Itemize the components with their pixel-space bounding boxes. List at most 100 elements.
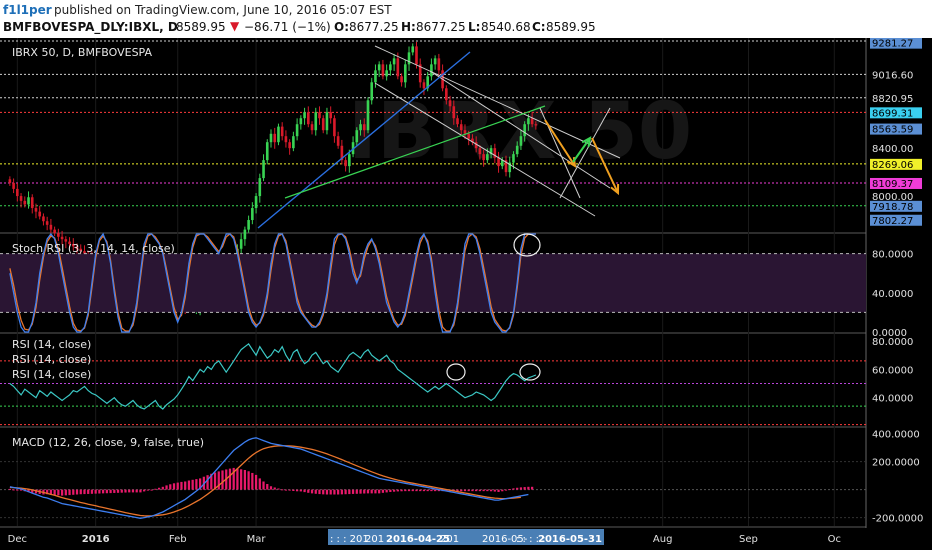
macd-axis-tick: -200.0000 bbox=[872, 514, 923, 525]
candle-body bbox=[456, 118, 459, 125]
candle-body bbox=[463, 130, 467, 134]
macd-histogram-bar bbox=[531, 486, 534, 490]
publish-info: published on TradingView.com, June 10, 2… bbox=[54, 3, 392, 17]
high-label: H: bbox=[401, 20, 416, 34]
price-tag: 7918.78 bbox=[872, 202, 913, 213]
macd-histogram-bar bbox=[273, 487, 276, 490]
macd-histogram-bar bbox=[299, 489, 302, 492]
candle-body bbox=[75, 246, 79, 249]
candle-body bbox=[79, 248, 83, 252]
macd-histogram-bar bbox=[269, 486, 273, 490]
candle-body bbox=[243, 229, 247, 240]
macd-histogram-bar bbox=[262, 481, 265, 490]
macd-histogram-bar bbox=[318, 489, 321, 495]
macd-histogram-bar bbox=[381, 489, 385, 493]
price-axis-tick: 8400.00 bbox=[872, 144, 913, 155]
candle-body bbox=[310, 124, 314, 131]
candle-body bbox=[299, 118, 303, 125]
candle-body bbox=[348, 154, 351, 167]
macd-histogram-bar bbox=[139, 489, 142, 493]
macd-histogram-bar bbox=[516, 487, 519, 490]
candle-body bbox=[280, 126, 284, 137]
candle-body bbox=[422, 82, 426, 89]
macd-histogram-bar bbox=[486, 489, 489, 492]
candle-body bbox=[83, 251, 86, 254]
rsi-axis-tick: 60.0000 bbox=[872, 365, 913, 376]
x-highlight-label: 2016-05- bbox=[482, 534, 528, 545]
candle-body bbox=[437, 58, 441, 71]
macd-histogram-bar bbox=[31, 489, 34, 493]
orange-down-arrow-2-icon bbox=[591, 137, 620, 196]
candle-body bbox=[403, 64, 407, 83]
x-axis-label: Oc bbox=[828, 534, 841, 545]
down-arrow-icon: ▼ bbox=[230, 19, 240, 33]
candle-body bbox=[430, 64, 433, 77]
macd-histogram-bar bbox=[366, 489, 370, 494]
candle-body bbox=[478, 148, 482, 155]
candle-body bbox=[500, 160, 504, 167]
candle-body bbox=[27, 197, 30, 205]
x-range-highlight bbox=[328, 529, 604, 545]
macd-histogram-bar bbox=[217, 471, 220, 490]
x-axis-label: Dec bbox=[8, 534, 27, 545]
rsi-circle-icon-1 bbox=[446, 363, 466, 381]
candle-body bbox=[381, 64, 385, 77]
macd-histogram-bar bbox=[53, 489, 56, 496]
macd-histogram-bar bbox=[221, 470, 224, 490]
candle-body bbox=[396, 58, 400, 77]
macd-histogram-bar bbox=[254, 474, 258, 490]
candle-body bbox=[45, 221, 49, 225]
x-highlight-label: : : : 201 bbox=[330, 534, 369, 545]
x-axis-label: 2016 bbox=[82, 534, 110, 545]
macd-histogram-bar bbox=[64, 489, 67, 496]
channel-lower-line bbox=[374, 82, 596, 217]
stoch-pane-title: Stoch RSI (3, 3, 14, 14, close) bbox=[12, 242, 175, 255]
rsi-pane-title: RSI (14, close) bbox=[12, 338, 91, 351]
macd-histogram-bar bbox=[16, 489, 19, 491]
macd-histogram-bar bbox=[523, 487, 526, 490]
macd-histogram-bar bbox=[489, 489, 493, 492]
macd-histogram-bar bbox=[210, 473, 213, 490]
macd-histogram-bar bbox=[109, 489, 112, 494]
macd-histogram-bar bbox=[434, 489, 437, 492]
channel-upper-line bbox=[374, 45, 621, 159]
macd-histogram-bar bbox=[187, 480, 191, 490]
price-tag-bg bbox=[870, 214, 922, 226]
candle-body bbox=[284, 136, 288, 143]
macd-histogram-bar bbox=[288, 489, 291, 491]
macd-histogram-bar bbox=[426, 489, 429, 492]
rsi-pane-title: RSI (14, close) bbox=[12, 368, 91, 381]
macd-histogram-bar bbox=[303, 489, 306, 493]
price-tag: 8699.31 bbox=[872, 108, 913, 119]
candle-body bbox=[489, 148, 493, 155]
macd-histogram-bar bbox=[419, 489, 422, 492]
candle-body bbox=[251, 208, 254, 221]
macd-histogram-bar bbox=[430, 489, 433, 492]
author-link[interactable]: f1l1per bbox=[3, 3, 52, 17]
x-highlight-date: 2016-05-31 bbox=[538, 534, 602, 545]
macd-histogram-bar bbox=[154, 488, 157, 490]
macd-histogram-bar bbox=[340, 489, 343, 495]
price-tag-bg bbox=[870, 107, 922, 119]
macd-histogram-bar bbox=[422, 489, 426, 492]
candle-body bbox=[497, 157, 500, 167]
chart-canvas[interactable]: IBRX 50 9295.139016.608820.958400.008000… bbox=[0, 38, 932, 550]
macd-histogram-bar bbox=[116, 489, 120, 493]
macd-histogram-bar bbox=[266, 484, 269, 490]
x-highlight-label: 201 bbox=[440, 534, 459, 545]
publish-header: f1l1per published on TradingView.com, Ju… bbox=[0, 0, 932, 38]
candle-body bbox=[325, 112, 329, 131]
macd-histogram-bar bbox=[165, 485, 168, 490]
stoch-d-line bbox=[9, 233, 536, 332]
candle-body bbox=[329, 112, 332, 119]
close-label: C: bbox=[532, 20, 546, 34]
macd-histogram-bar bbox=[113, 489, 116, 493]
candle-body bbox=[486, 154, 489, 161]
macd-histogram-bar bbox=[46, 489, 49, 495]
macd-histogram-bar bbox=[471, 489, 474, 492]
candle-body bbox=[508, 162, 512, 173]
candle-body bbox=[42, 216, 45, 222]
macd-histogram-bar bbox=[79, 489, 82, 495]
macd-axis-tick: 200.0000 bbox=[872, 458, 920, 469]
candle-body bbox=[288, 142, 291, 149]
